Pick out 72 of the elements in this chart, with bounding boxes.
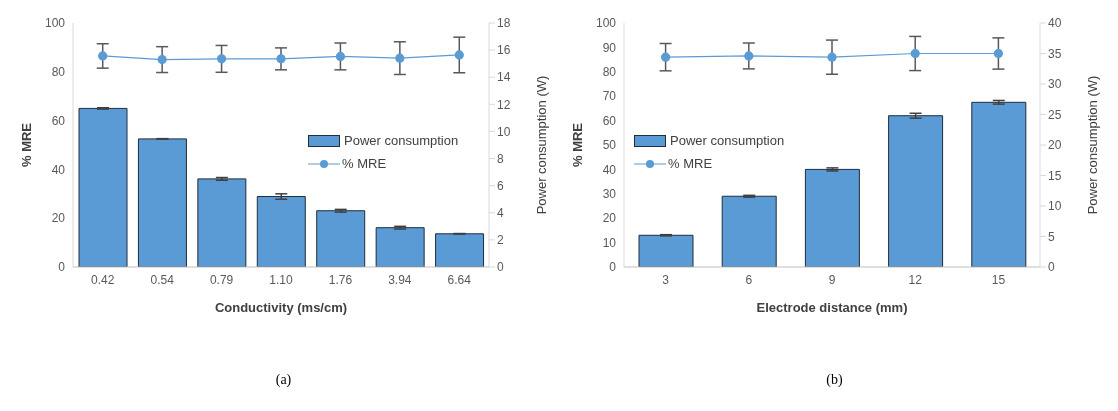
y-tick-label: 100 — [595, 16, 617, 31]
y2-tick-label: 10 — [497, 124, 511, 139]
y2-tick-label: 4 — [497, 206, 504, 221]
x-tick-label: 6.64 — [447, 272, 472, 287]
legend-label: % MRE — [342, 156, 387, 171]
x-axis-title: Conductivity (ms/cm) — [214, 300, 348, 315]
x-tick-label: 1.10 — [269, 272, 293, 287]
y2-tick-label: 2 — [497, 233, 504, 248]
x-tick-label: 0.42 — [91, 272, 115, 287]
y2-axis-title: Power consumption (W) — [533, 75, 549, 215]
x-tick-label: 1.76 — [328, 272, 353, 287]
bar — [971, 101, 1027, 267]
x-tick-label: 0.54 — [150, 272, 175, 287]
legend-label: % MRE — [668, 156, 713, 171]
bar — [256, 196, 306, 267]
x-tick-label: 0.79 — [209, 272, 234, 287]
y2-tick-label: 0 — [497, 260, 504, 275]
x-tick-label: 15 — [991, 272, 1006, 287]
y2-tick-label: 10 — [1048, 199, 1062, 214]
y2-tick-label: 20 — [1048, 138, 1062, 153]
y2-tick-label: 14 — [497, 70, 511, 85]
y-axis-title: % MRE — [18, 122, 34, 168]
y2-tick-label: 35 — [1048, 46, 1062, 61]
y-tick-label: 20 — [602, 211, 617, 226]
legend-label: Power consumption — [670, 133, 785, 148]
x-tick-label: 3.94 — [388, 272, 412, 287]
text: (a) — [274, 372, 293, 388]
y-tick-label: 80 — [602, 65, 617, 80]
y2-tick-label: 40 — [1048, 16, 1062, 31]
y-tick-label: 90 — [602, 40, 617, 55]
y-tick-label: 60 — [602, 113, 617, 128]
legend-label: Power consumption — [344, 133, 459, 148]
bar — [137, 138, 187, 267]
y-tick-label: 100 — [44, 16, 66, 31]
y2-tick-label: 12 — [497, 97, 511, 112]
bar — [197, 178, 247, 267]
y-tick-label: 0 — [609, 260, 617, 275]
y-tick-label: 40 — [51, 162, 66, 177]
bar — [804, 168, 860, 267]
bar — [375, 227, 425, 267]
y2-tick-label: 18 — [497, 16, 511, 31]
text: (b) — [825, 372, 844, 388]
y-tick-label: 10 — [602, 235, 617, 250]
x-tick-label: 6 — [745, 272, 753, 287]
bar — [316, 210, 366, 267]
y2-tick-label: 16 — [497, 43, 511, 58]
y2-tick-label: 15 — [1048, 168, 1062, 183]
x-tick-label: 3 — [662, 272, 670, 287]
y-tick-label: 40 — [602, 162, 617, 177]
y2-tick-label: 0 — [1048, 260, 1055, 275]
y-tick-label: 0 — [58, 260, 66, 275]
bar — [721, 195, 777, 267]
x-axis-title: Electrode distance (mm) — [756, 300, 908, 315]
y-axis-title: % MRE — [569, 122, 585, 168]
y-tick-label: 30 — [602, 187, 617, 202]
bar — [78, 107, 128, 267]
y2-tick-label: 30 — [1048, 77, 1062, 92]
x-tick-label: 12 — [908, 272, 923, 287]
bar — [888, 115, 944, 267]
bar — [638, 234, 694, 267]
y-tick-label: 50 — [602, 138, 617, 153]
y-tick-label: 20 — [51, 211, 66, 226]
x-tick-label: 9 — [828, 272, 836, 287]
y-tick-label: 80 — [51, 65, 66, 80]
y-tick-label: 70 — [602, 89, 617, 104]
bar — [435, 233, 485, 267]
y2-tick-label: 5 — [1048, 229, 1055, 244]
y-tick-label: 60 — [51, 113, 66, 128]
y2-axis-title: Power consumption (W) — [1084, 75, 1100, 215]
y2-tick-label: 8 — [497, 151, 504, 166]
y2-tick-label: 6 — [497, 178, 504, 193]
y2-tick-label: 25 — [1048, 107, 1062, 122]
